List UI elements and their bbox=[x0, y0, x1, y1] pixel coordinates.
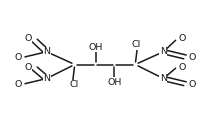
Text: O: O bbox=[178, 34, 185, 43]
Text: O: O bbox=[188, 53, 196, 62]
Text: N: N bbox=[43, 47, 50, 56]
Text: O: O bbox=[188, 80, 196, 89]
Text: OH: OH bbox=[107, 78, 122, 87]
Text: N: N bbox=[43, 74, 50, 83]
Text: OH: OH bbox=[88, 43, 103, 52]
Text: O: O bbox=[25, 34, 32, 43]
Text: Cl: Cl bbox=[132, 40, 141, 49]
Text: N: N bbox=[160, 47, 167, 56]
Text: O: O bbox=[14, 53, 22, 62]
Text: Cl: Cl bbox=[69, 80, 78, 89]
Text: O: O bbox=[178, 63, 185, 72]
Text: O: O bbox=[25, 63, 32, 72]
Text: N: N bbox=[160, 74, 167, 83]
Text: O: O bbox=[14, 80, 22, 89]
